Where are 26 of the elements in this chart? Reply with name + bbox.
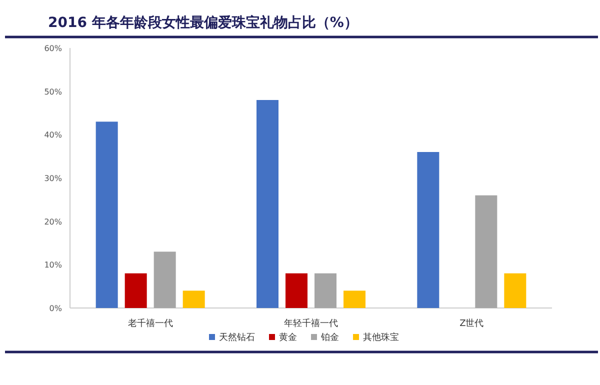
legend-label: 铂金 — [320, 332, 339, 343]
x-tick-label: 年轻千禧一代 — [284, 318, 338, 329]
bar — [417, 152, 440, 308]
bar — [475, 195, 498, 308]
y-tick-label: 10% — [44, 260, 62, 270]
y-tick-label: 50% — [44, 87, 62, 96]
bar — [256, 100, 278, 308]
y-tick-label: 20% — [44, 217, 62, 226]
legend-label: 其他珠宝 — [363, 332, 399, 343]
y-tick-label: 0% — [49, 304, 62, 313]
bar — [182, 290, 205, 308]
chart-title: 2016 年各年龄段女性最偏爱珠宝礼物占比（%） — [48, 14, 358, 31]
y-tick-label: 40% — [44, 130, 62, 140]
y-tick-label: 60% — [44, 44, 62, 53]
x-tick-label: Z世代 — [460, 318, 484, 329]
legend-label: 黄金 — [279, 332, 297, 343]
bar — [96, 122, 118, 308]
bar — [124, 273, 147, 308]
x-tick-label: 老千禧一代 — [128, 318, 173, 329]
bar — [314, 273, 336, 308]
bar — [154, 252, 176, 308]
bar — [286, 273, 308, 308]
bar — [504, 273, 526, 308]
bar — [344, 290, 366, 308]
y-tick-label: 30% — [44, 174, 62, 183]
legend-label: 天然钻石 — [219, 332, 255, 343]
